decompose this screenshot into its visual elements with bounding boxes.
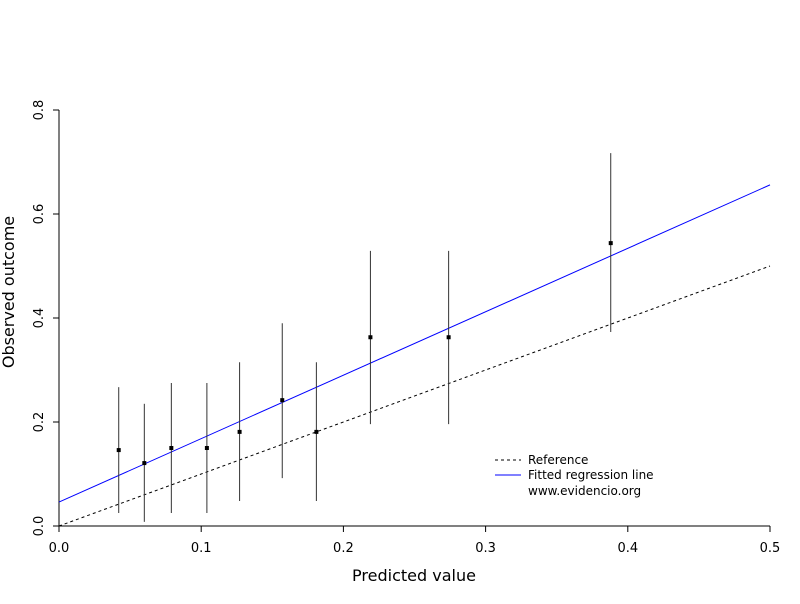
x-axis-label: Predicted value: [352, 566, 476, 585]
x-tick-label: 0.4: [617, 541, 638, 556]
y-tick-label: 0.2: [32, 412, 47, 433]
legend-note: www.evidencio.org: [528, 484, 641, 498]
data-point: [280, 398, 285, 403]
x-tick-label: 0.5: [760, 541, 781, 556]
data-point: [314, 429, 319, 434]
data-point: [237, 429, 242, 434]
x-tick-label: 0.0: [49, 541, 70, 556]
x-tick-label: 0.2: [333, 541, 354, 556]
data-point: [446, 335, 451, 340]
legend-label-reference: Reference: [528, 453, 588, 467]
legend: Reference Fitted regression line www.evi…: [495, 453, 654, 498]
reference-line: [58, 265, 771, 527]
axes: 0.0 0.1 0.2 0.3 0.4 0.5 0.0 0.2 0.4 0.6 0.8: [32, 100, 780, 556]
data-point: [368, 335, 373, 340]
y-tick-label: 0.8: [32, 100, 47, 121]
legend-label-fitted: Fitted regression line: [528, 468, 654, 482]
y-tick-label: 0.6: [32, 204, 47, 225]
y-tick-label: 0.4: [32, 308, 47, 329]
data-point: [142, 461, 147, 466]
x-tick-label: 0.3: [475, 541, 496, 556]
data-point: [169, 446, 174, 450]
data-point: [204, 446, 209, 450]
fitted-regression-line: [58, 184, 771, 503]
points: [116, 153, 613, 522]
data-point: [608, 241, 613, 246]
data-point: [116, 448, 121, 453]
y-tick-label: 0.0: [32, 516, 47, 537]
y-axis-label: Observed outcome: [0, 216, 18, 368]
x-tick-label: 0.1: [191, 541, 212, 556]
lines: [58, 184, 771, 527]
